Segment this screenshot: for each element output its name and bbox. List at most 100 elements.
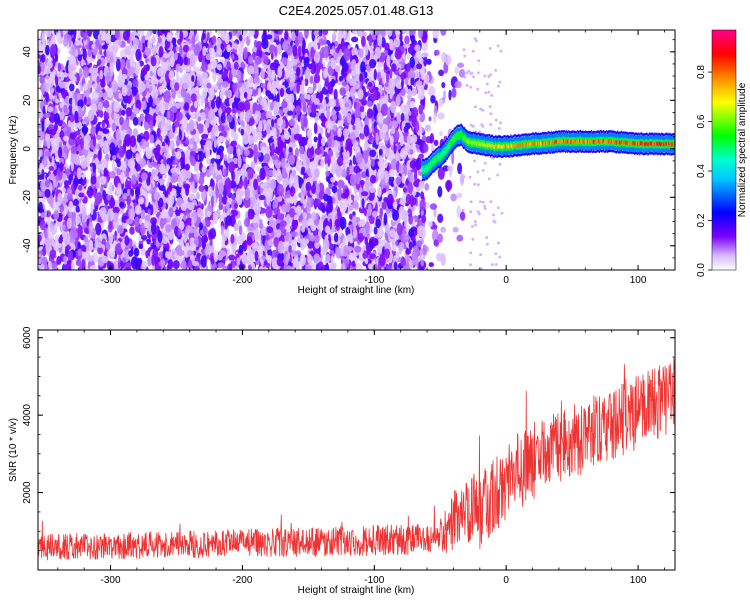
spectrogram-cell: [40, 84, 45, 92]
spectrogram-cell: [427, 220, 433, 228]
spectrogram-cell: [454, 80, 462, 89]
spectrogram-cell: [74, 236, 79, 249]
spectrogram-cell: [378, 62, 384, 68]
spectrogram-cell: [248, 31, 252, 40]
spectrogram-cell: [230, 234, 235, 244]
spectrogram-cell: [99, 69, 104, 80]
spectrogram-cell: [313, 30, 319, 36]
spectrogram-cell: [428, 85, 436, 98]
spectrogram-cell: [267, 248, 273, 257]
spectrogram-cell: [365, 221, 370, 234]
spectrogram-cell: [206, 158, 211, 165]
spectrogram-cell: [385, 149, 390, 156]
spectrogram-cell: [270, 178, 277, 190]
spectrogram-cell: [400, 103, 405, 115]
spectrogram-cell: [86, 178, 90, 184]
spectrogram-cell: [138, 81, 146, 93]
spectrogram-cell: [364, 257, 369, 265]
spectrogram-cell: [424, 183, 430, 191]
spectrogram-cell: [154, 200, 158, 213]
spectrogram-cell: [347, 203, 354, 212]
spectrogram-cell: [331, 186, 338, 194]
spectrogram-cell: [196, 171, 200, 182]
spectrogram-cell: [440, 226, 446, 233]
spectrogram-cell: [282, 167, 287, 175]
spectrogram-cell: [301, 218, 308, 226]
spectrogram-cell: [380, 239, 387, 245]
spectrogram-cell: [330, 48, 335, 55]
spectrogram-cell: [273, 207, 281, 215]
spectrogram-cell: [304, 68, 311, 80]
spectrogram-cell: [374, 126, 378, 134]
spectrogram-cell: [294, 182, 299, 189]
spectrogram-cell: [68, 34, 72, 48]
spectrogram-cell: [396, 112, 401, 124]
spectrogram-cell: [226, 61, 231, 71]
spectrogram-cell: [134, 216, 140, 228]
spectrogram-cell: [115, 58, 121, 72]
spectrogram-cell: [201, 133, 209, 140]
spectrogram-cell: [45, 82, 50, 93]
spectrogram-cell: [338, 75, 344, 82]
spectrogram-cells: [38, 30, 675, 270]
spectrogram-cell: [314, 168, 320, 178]
spectrogram-cell: [201, 191, 206, 202]
spectrogram-cell: [282, 57, 288, 65]
spectrogram-cell: [75, 214, 81, 225]
spectrogram-cell: [233, 222, 239, 232]
spectrogram-cell: [135, 48, 142, 62]
spectrogram-cell: [325, 170, 330, 177]
spectrogram-cell: [434, 49, 440, 56]
spectrogram-cell: [359, 133, 365, 140]
spectrogram-cell: [185, 242, 190, 248]
spectrogram-cell: [314, 73, 321, 84]
spectrogram-cell: [62, 126, 67, 133]
spectrogram-cell: [456, 234, 464, 242]
spectrogram-cell: [297, 225, 301, 232]
spectrogram-cell: [228, 254, 236, 261]
spectrogram-cell: [420, 259, 424, 267]
spectrogram-cell: [132, 117, 139, 126]
spectrogram-cell: [304, 30, 309, 39]
spectrogram-cell: [358, 220, 362, 228]
spectrogram-cell: [376, 246, 383, 254]
spectrogram-cell: [174, 52, 178, 61]
spectrogram-cell: [99, 44, 103, 54]
spectrogram-cell: [457, 62, 464, 68]
spectrogram-cell: [388, 212, 393, 219]
spectrogram-cell: [355, 121, 361, 131]
spectrogram-cell: [62, 263, 70, 270]
spectrogram-cell: [67, 120, 71, 128]
spectrogram-cell: [124, 251, 129, 258]
spectrogram-cell: [243, 217, 250, 228]
spectrogram-cell: [324, 207, 332, 213]
spectrogram-cell: [367, 203, 372, 217]
spectrogram-cell: [87, 97, 91, 105]
spectrogram-cell: [233, 43, 239, 50]
spectrogram-cell: [260, 227, 266, 236]
spectrogram-cell: [389, 135, 394, 146]
spectrogram-cell: [69, 83, 75, 92]
spectrogram-cell: [138, 196, 145, 205]
spectrogram-cell: [336, 156, 344, 167]
spectrogram-cell: [111, 184, 115, 192]
spectrogram-cell: [358, 232, 364, 243]
spectrogram-cell: [256, 40, 262, 52]
spectrogram-cell: [439, 130, 443, 137]
spectrogram-cell: [368, 127, 373, 133]
spectrogram-cell: [231, 245, 237, 253]
spectrogram-cell: [285, 145, 289, 157]
spectrogram-cell: [145, 140, 150, 148]
spectrogram-cell: [369, 253, 376, 260]
spectrogram-cell: [352, 200, 359, 209]
spectrogram-cell: [169, 55, 175, 68]
spectrogram-cell: [289, 174, 294, 185]
spectrogram-cell: [152, 97, 160, 105]
spectrogram-cell: [63, 238, 70, 246]
spectrogram-cell: [216, 63, 223, 71]
spectrogram-cell: [295, 105, 301, 116]
spectrogram-cell: [106, 50, 110, 62]
spectrogram-cell: [238, 225, 243, 236]
spectrogram-cell: [433, 208, 437, 218]
